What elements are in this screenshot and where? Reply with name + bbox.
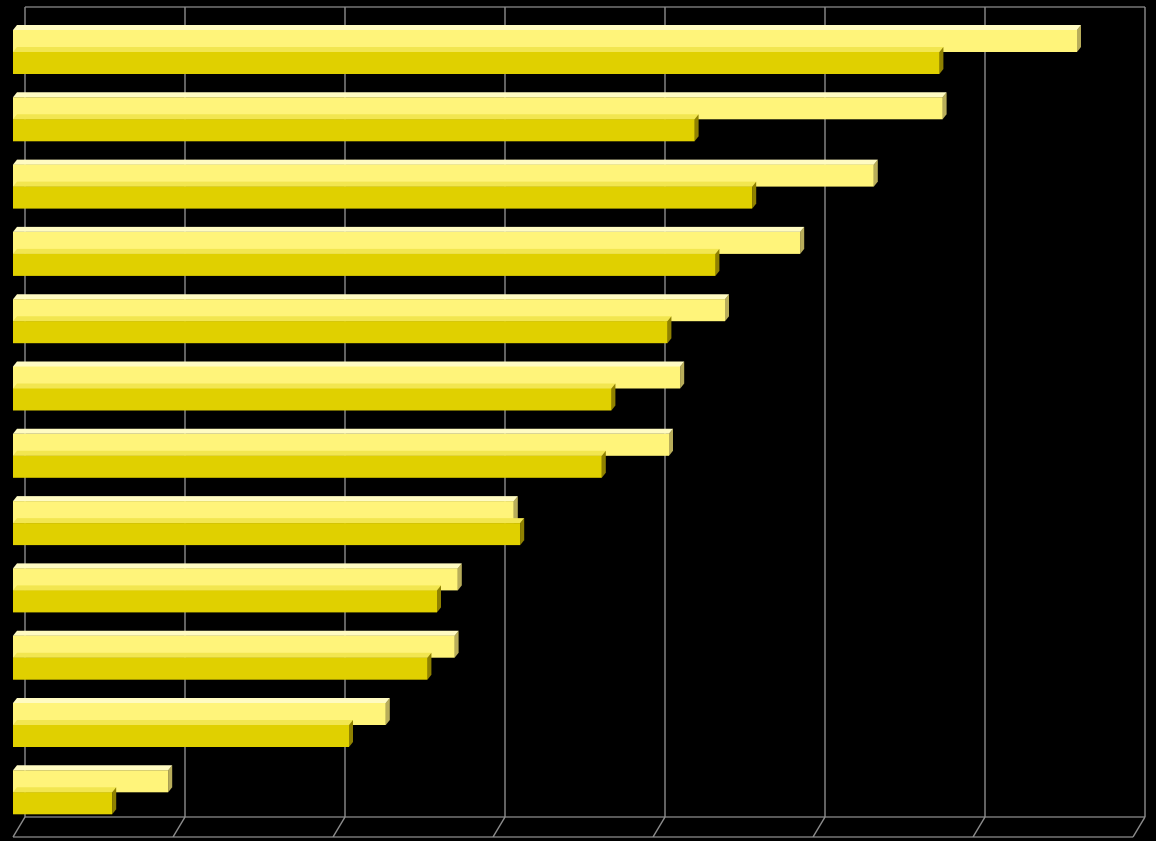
- gridline-floor: [972, 816, 986, 838]
- bar: [13, 568, 458, 591]
- bar-top-face: [13, 383, 616, 389]
- bar-top-face: [13, 226, 805, 232]
- bar-side-face: [601, 450, 606, 478]
- gridline-floor: [1132, 816, 1146, 838]
- bar: [13, 792, 113, 815]
- bar: [13, 433, 669, 456]
- bar-side-face: [349, 720, 353, 747]
- bar-top-face: [13, 248, 720, 254]
- bar-top-face: [13, 518, 525, 524]
- bar: [13, 164, 874, 187]
- bar: [13, 52, 940, 74]
- bar-side-face: [873, 159, 878, 187]
- bar: [13, 770, 169, 793]
- bar-side-face: [800, 226, 805, 254]
- bar-side-face: [385, 698, 390, 725]
- bar-side-face: [694, 114, 699, 142]
- bar-side-face: [669, 428, 673, 456]
- bar: [13, 119, 695, 142]
- bar-top-face: [13, 563, 462, 569]
- bar: [13, 299, 725, 322]
- gridline-floor: [12, 816, 26, 838]
- bar-side-face: [752, 181, 757, 209]
- bar-side-face: [725, 294, 729, 322]
- bar: [13, 725, 349, 747]
- bar-top-face: [13, 585, 441, 591]
- bar-side-face: [611, 383, 616, 411]
- bar-top-face: [13, 25, 1081, 30]
- bar-side-face: [715, 248, 720, 276]
- bar-side-face: [168, 765, 173, 793]
- bar-side-face: [520, 518, 525, 546]
- bar: [13, 590, 437, 613]
- gridline-floor: [812, 816, 826, 838]
- bar: [13, 455, 602, 478]
- bar-top-face: [13, 47, 944, 52]
- bar: [13, 523, 521, 546]
- bar-top-face: [13, 92, 947, 98]
- bar-top-face: [13, 316, 672, 322]
- bar-top-face: [13, 114, 699, 120]
- bars: [13, 25, 1081, 815]
- bar: [13, 186, 753, 209]
- bar-side-face: [112, 787, 117, 815]
- bar: [13, 501, 514, 524]
- gridline-floor: [172, 816, 186, 838]
- bar-side-face: [454, 630, 459, 658]
- bar: [13, 321, 668, 344]
- bar-top-face: [13, 630, 459, 636]
- bar: [13, 97, 943, 120]
- bar-side-face: [680, 361, 685, 389]
- bar-top-face: [13, 720, 353, 725]
- bar-top-face: [13, 698, 390, 703]
- bar: [13, 30, 1077, 52]
- bar-side-face: [437, 585, 441, 613]
- gridline-floor: [492, 816, 506, 838]
- bar-top-face: [13, 450, 606, 456]
- bar-top-face: [13, 765, 173, 771]
- bar-side-face: [939, 47, 944, 74]
- bar: [13, 366, 681, 389]
- bar-top-face: [13, 652, 432, 658]
- bar-top-face: [13, 159, 878, 165]
- bar: [13, 703, 386, 725]
- bar: [13, 388, 612, 411]
- bar: [13, 253, 716, 276]
- bar: [13, 231, 801, 254]
- bar-side-face: [457, 563, 462, 591]
- gridline-floor: [652, 816, 666, 838]
- bar-top-face: [13, 181, 757, 187]
- bar-top-face: [13, 787, 117, 793]
- bar-top-face: [13, 428, 673, 434]
- bar-top-face: [13, 294, 729, 300]
- bar-side-face: [427, 652, 432, 680]
- bar-side-face: [942, 92, 947, 120]
- grid: [12, 6, 1146, 838]
- bar: [13, 635, 455, 658]
- bar-top-face: [13, 361, 685, 367]
- bar-side-face: [513, 496, 518, 524]
- gridline-floor: [332, 816, 346, 838]
- bar-side-face: [667, 316, 672, 344]
- bar: [13, 657, 428, 680]
- bar-side-face: [1077, 25, 1081, 52]
- bar-top-face: [13, 496, 518, 502]
